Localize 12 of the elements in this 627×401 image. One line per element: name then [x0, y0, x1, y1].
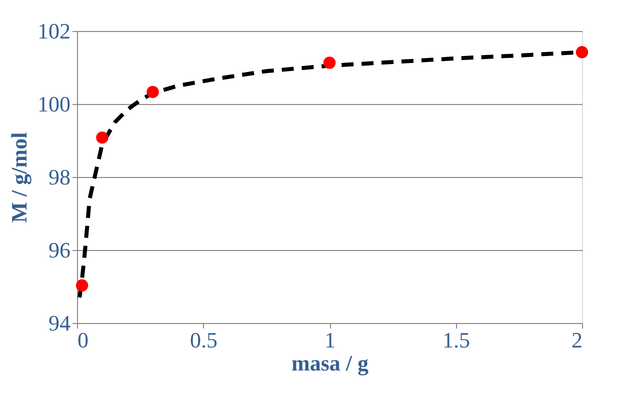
x-tick-label: 0	[78, 328, 88, 352]
y-tick-label: 102	[38, 18, 70, 44]
y-tick-label: 98	[48, 164, 70, 190]
y-axis-title: M / g/mol	[6, 132, 32, 223]
x-tick-label: 0.5	[190, 328, 218, 352]
y-tick-label: 100	[38, 92, 70, 116]
y-tick-label: 96	[48, 238, 70, 262]
x-tick-label: 2	[572, 328, 582, 352]
y-tick-label: 94	[48, 310, 70, 336]
x-tick-label: 1.5	[442, 328, 470, 352]
x-axis-title: masa / g	[292, 350, 368, 376]
x-tick-label: 1	[324, 328, 336, 352]
